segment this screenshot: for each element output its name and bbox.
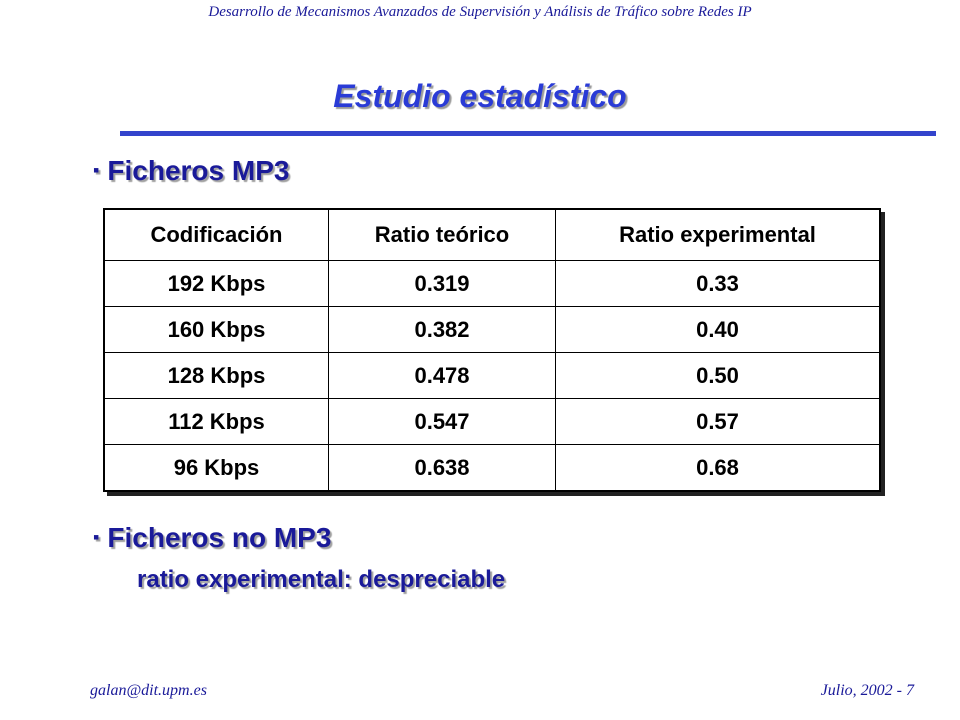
cell-ratio-teorico: 0.319	[328, 260, 556, 307]
cell-ratio-experimental: 0.40	[555, 306, 881, 353]
cell-ratio-teorico: 0.382	[328, 306, 556, 353]
cell-codificacion: 112 Kbps	[103, 398, 329, 445]
cell-ratio-experimental: 0.68	[555, 444, 881, 492]
cell-codificacion: 160 Kbps	[103, 306, 329, 353]
table-row: 160 Kbps 0.382 0.40	[103, 306, 881, 353]
bullet-square-icon: ▪	[93, 527, 100, 547]
cell-codificacion: 96 Kbps	[103, 444, 329, 492]
bullet-square-icon: ▪	[93, 160, 100, 180]
bullet-no-mp3-label: Ficheros no MP3	[107, 522, 332, 553]
slide-title: Estudio estadístico	[333, 78, 627, 114]
table-row: 192 Kbps 0.319 0.33	[103, 260, 881, 307]
header-ratio-teorico: Ratio teórico	[328, 208, 556, 261]
cell-ratio-experimental: 0.50	[555, 352, 881, 399]
title-divider	[120, 131, 936, 136]
cell-codificacion: 192 Kbps	[103, 260, 329, 307]
cell-ratio-experimental: 0.57	[555, 398, 881, 445]
cell-ratio-teorico: 0.638	[328, 444, 556, 492]
cell-ratio-teorico: 0.547	[328, 398, 556, 445]
cell-ratio-teorico: 0.478	[328, 352, 556, 399]
header-codificacion: Codificación	[103, 208, 329, 261]
bullet-mp3: ▪ Ficheros MP3	[93, 155, 289, 187]
header-ratio-experimental: Ratio experimental	[555, 208, 881, 261]
cell-codificacion: 128 Kbps	[103, 352, 329, 399]
bitrate-ratio-table: Codificación Ratio teórico Ratio experim…	[103, 208, 881, 492]
table-header-row: Codificación Ratio teórico Ratio experim…	[103, 208, 881, 261]
bullet-no-mp3: ▪ Ficheros no MP3	[93, 522, 331, 554]
footer-date-page: Julio, 2002 - 7	[820, 682, 914, 699]
table-row: 128 Kbps 0.478 0.50	[103, 352, 881, 399]
bullet-mp3-label: Ficheros MP3	[107, 155, 290, 186]
course-header: Desarrollo de Mecanismos Avanzados de Su…	[208, 4, 752, 20]
cell-ratio-experimental: 0.33	[555, 260, 881, 307]
table-row: 96 Kbps 0.638 0.68	[103, 444, 881, 492]
bullet-no-mp3-detail: ratio experimental: despreciable	[137, 566, 506, 593]
table-row: 112 Kbps 0.547 0.57	[103, 398, 881, 445]
footer-email: galan@dit.upm.es	[90, 682, 207, 699]
